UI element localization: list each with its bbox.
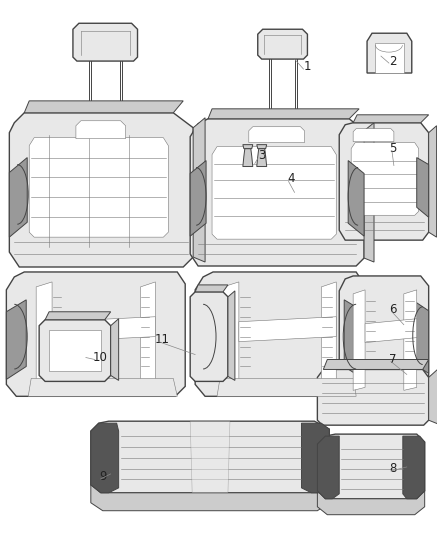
Polygon shape: [91, 421, 329, 493]
Polygon shape: [351, 143, 419, 215]
Polygon shape: [141, 282, 155, 391]
Polygon shape: [375, 43, 404, 73]
Polygon shape: [223, 282, 239, 391]
Polygon shape: [318, 434, 425, 499]
Text: 4: 4: [288, 172, 295, 185]
Polygon shape: [111, 319, 119, 381]
Polygon shape: [190, 119, 364, 266]
Polygon shape: [257, 144, 267, 149]
Polygon shape: [195, 285, 228, 292]
Polygon shape: [73, 23, 138, 61]
Polygon shape: [323, 360, 429, 369]
Polygon shape: [28, 378, 177, 397]
Polygon shape: [429, 126, 437, 237]
Polygon shape: [195, 272, 364, 397]
Polygon shape: [228, 291, 235, 381]
Polygon shape: [45, 312, 111, 320]
Polygon shape: [339, 276, 429, 395]
Polygon shape: [414, 301, 429, 374]
Polygon shape: [367, 33, 412, 73]
Polygon shape: [364, 123, 374, 262]
Polygon shape: [24, 101, 183, 113]
Polygon shape: [257, 149, 267, 166]
Polygon shape: [190, 292, 228, 382]
Text: 1: 1: [304, 60, 311, 72]
Polygon shape: [243, 144, 253, 149]
Polygon shape: [208, 109, 359, 119]
Polygon shape: [239, 317, 336, 342]
Polygon shape: [29, 138, 168, 237]
Polygon shape: [36, 282, 52, 391]
Polygon shape: [321, 282, 336, 391]
Polygon shape: [353, 290, 365, 390]
Polygon shape: [404, 290, 417, 390]
Polygon shape: [429, 368, 438, 424]
Polygon shape: [217, 378, 356, 397]
Polygon shape: [365, 319, 417, 343]
Polygon shape: [417, 158, 429, 217]
Text: 10: 10: [93, 351, 108, 364]
Polygon shape: [353, 129, 394, 142]
Text: 3: 3: [258, 149, 265, 162]
Text: 8: 8: [389, 463, 396, 475]
Polygon shape: [49, 330, 101, 372]
Polygon shape: [403, 436, 425, 499]
Polygon shape: [190, 421, 230, 493]
Polygon shape: [249, 127, 304, 143]
Polygon shape: [9, 158, 27, 237]
Polygon shape: [193, 118, 205, 262]
Text: 7: 7: [389, 353, 396, 366]
Polygon shape: [91, 485, 329, 511]
Polygon shape: [7, 300, 26, 379]
Polygon shape: [195, 300, 215, 379]
Polygon shape: [212, 147, 336, 239]
Polygon shape: [339, 123, 429, 240]
Text: 9: 9: [99, 471, 106, 483]
Polygon shape: [76, 121, 126, 139]
Polygon shape: [348, 160, 364, 236]
Polygon shape: [7, 272, 185, 397]
Polygon shape: [344, 300, 364, 379]
Text: 6: 6: [389, 303, 396, 316]
Polygon shape: [9, 113, 193, 267]
Polygon shape: [258, 29, 307, 59]
Polygon shape: [39, 320, 111, 382]
Text: 11: 11: [155, 333, 170, 346]
Polygon shape: [318, 436, 339, 499]
Polygon shape: [190, 160, 206, 236]
Polygon shape: [91, 423, 119, 493]
Text: 2: 2: [389, 54, 396, 68]
Polygon shape: [318, 369, 429, 425]
Text: 5: 5: [389, 142, 396, 155]
Polygon shape: [243, 149, 253, 166]
Polygon shape: [52, 317, 155, 342]
Polygon shape: [318, 491, 425, 515]
Polygon shape: [353, 115, 429, 123]
Polygon shape: [301, 423, 329, 493]
